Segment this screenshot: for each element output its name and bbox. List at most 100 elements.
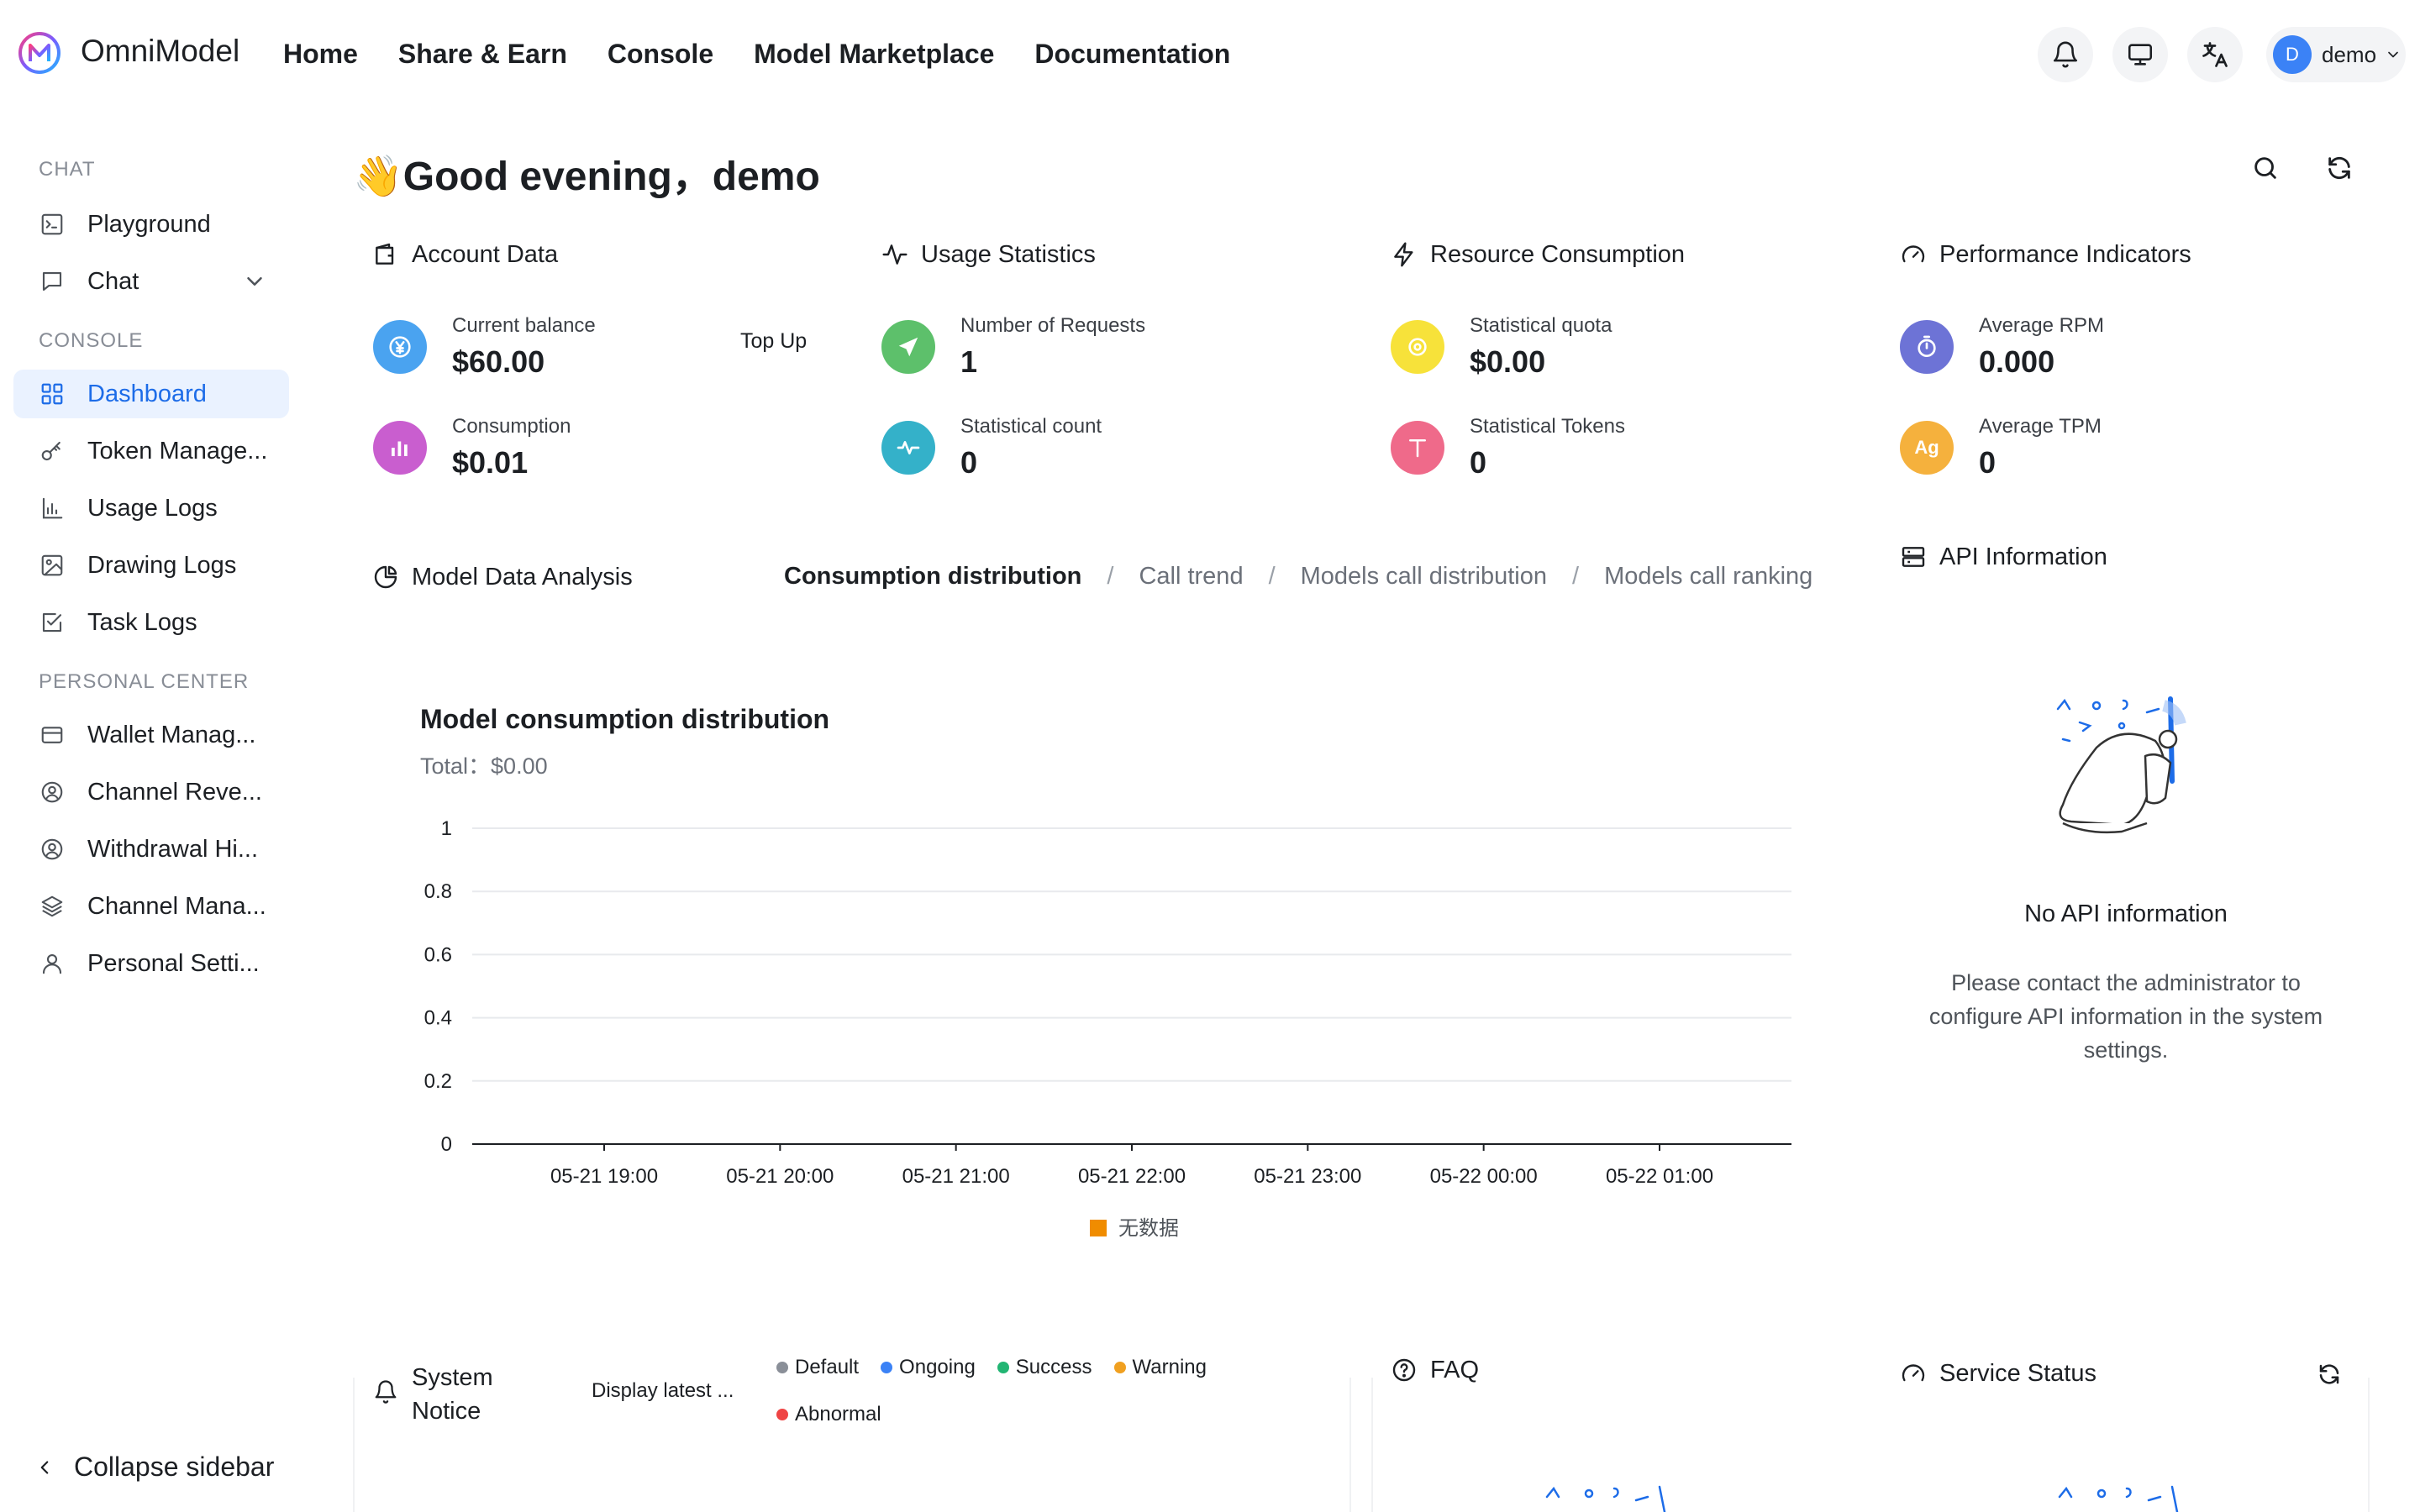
sidebar-item-playground[interactable]: Playground: [13, 200, 289, 249]
avatar: D: [2273, 35, 2312, 74]
card-title-text: Resource Consumption: [1430, 240, 1686, 268]
send-icon: [881, 320, 935, 374]
sidebar-item-label: Personal Setti...: [87, 949, 260, 977]
chart-total: Total：$0.00: [420, 753, 548, 779]
sidebar-item-drawing-logs[interactable]: Drawing Logs: [13, 541, 289, 590]
average-tpm-stat: Ag Average TPM 0: [1900, 415, 2102, 480]
legend-warning: Warning: [1113, 1356, 1207, 1379]
search-button[interactable]: [2245, 148, 2286, 188]
translate-icon: [2202, 42, 2228, 67]
page-title: 👋Good evening，demo: [353, 155, 820, 199]
user-menu[interactable]: D demo: [2266, 27, 2406, 82]
nav-model-marketplace[interactable]: Model Marketplace: [754, 39, 995, 69]
legend-swatch: [1090, 1220, 1107, 1236]
sidebar-item-personal-settings[interactable]: Personal Setti...: [13, 939, 289, 988]
chart-title: Model consumption distribution: [420, 704, 830, 734]
tab-models-call-ranking[interactable]: Models call ranking: [1604, 563, 1813, 590]
empty-state-illustration: [2056, 696, 2186, 834]
chevron-down-icon[interactable]: [242, 269, 267, 294]
service-status-title: Service Status: [1899, 1359, 2096, 1388]
y-tick-label: 0.4: [424, 1007, 452, 1030]
statistical-count-stat: Statistical count 0: [881, 415, 1102, 480]
notifications-button[interactable]: [2038, 27, 2093, 82]
credit-card-icon: [39, 722, 66, 748]
card-title-text: Account Data: [412, 240, 559, 268]
system-notice-title: System Notice: [371, 1361, 493, 1428]
legend-abnormal: Abnormal: [776, 1403, 881, 1426]
stat-value: $0.01: [452, 445, 529, 480]
legend-default: Default: [776, 1356, 859, 1379]
sidebar-item-chat[interactable]: Chat: [13, 257, 289, 306]
stopwatch-icon: [1900, 320, 1954, 374]
panel-border: [1371, 1378, 1373, 1512]
faq-title: FAQ: [1390, 1356, 1479, 1384]
sidebar-item-channel-management[interactable]: Channel Mana...: [13, 882, 289, 931]
model-data-analysis-title: Model Data Analysis: [371, 563, 633, 591]
chevron-left-icon: [40, 1460, 49, 1474]
sidebar-item-label: Chat: [87, 267, 139, 295]
nav-home[interactable]: Home: [283, 39, 358, 69]
bell-icon: [371, 1378, 400, 1406]
brand-name[interactable]: OmniModel: [81, 34, 240, 68]
tab-separator: /: [1107, 563, 1114, 590]
legend-ongoing: Ongoing: [881, 1356, 976, 1379]
terminal-icon: [39, 211, 66, 238]
empty-state-title: No API information: [2024, 900, 2228, 927]
ag-badge-icon: Ag: [1900, 421, 1954, 475]
stat-label: Current balance: [452, 314, 596, 337]
requests-stat: Number of Requests 1: [881, 314, 1145, 380]
sidebar-item-channel-revenue[interactable]: Channel Reve...: [13, 768, 289, 816]
nav-console[interactable]: Console: [607, 39, 714, 69]
bell-icon: [2053, 41, 2078, 68]
sidebar-item-token-management[interactable]: Token Manage...: [13, 427, 289, 475]
checkbox-icon: [39, 609, 66, 636]
x-tick-label: 05-21 19:00: [550, 1165, 658, 1188]
card-title-text: Service Status: [1939, 1359, 2096, 1387]
sidebar-item-label: Task Logs: [87, 608, 197, 636]
sidebar-item-wallet[interactable]: Wallet Manag...: [13, 711, 289, 759]
sidebar-item-withdrawal-history[interactable]: Withdrawal Hi...: [13, 825, 289, 874]
empty-state-description: Please contact the administrator to conf…: [1928, 970, 2323, 1063]
tab-models-call-distribution[interactable]: Models call distribution: [1300, 563, 1547, 590]
stat-value: 0: [960, 445, 978, 480]
legend-success: Success: [997, 1356, 1092, 1379]
section-console-heading: CONSOLE: [39, 329, 144, 352]
top-up-button[interactable]: Top Up: [740, 329, 808, 353]
service-refresh-button[interactable]: [2309, 1354, 2349, 1394]
resource-consumption-title: Resource Consumption: [1390, 240, 1685, 269]
language-button[interactable]: [2187, 27, 2243, 82]
gauge-icon: [1899, 1359, 1928, 1388]
lightning-icon: [1390, 240, 1418, 269]
key-icon: [39, 438, 66, 465]
nav-documentation[interactable]: Documentation: [1034, 39, 1231, 69]
card-title-text: Notice: [412, 1398, 481, 1425]
current-balance-stat: Current balance $60.00: [373, 314, 596, 380]
refresh-icon: [2328, 156, 2350, 180]
omnimodel-logo[interactable]: [17, 30, 62, 76]
performance-indicators-title: Performance Indicators: [1899, 240, 2191, 269]
tab-call-trend[interactable]: Call trend: [1139, 563, 1244, 590]
y-tick-label: 0.6: [424, 943, 452, 966]
theme-button[interactable]: [2112, 27, 2168, 82]
sidebar-item-label: Dashboard: [87, 380, 207, 407]
nav-share-earn[interactable]: Share & Earn: [397, 39, 567, 69]
display-latest-dropdown[interactable]: Display latest ...: [592, 1379, 734, 1402]
card-title-text: Model Data Analysis: [412, 563, 633, 591]
x-tick-label: 05-21 20:00: [726, 1165, 834, 1188]
tab-consumption-distribution[interactable]: Consumption distribution: [784, 563, 1082, 590]
user-circle-icon: [39, 836, 66, 863]
tab-separator: /: [1268, 563, 1276, 590]
panel-border: [2368, 1378, 2370, 1512]
sidebar-item-task-logs[interactable]: Task Logs: [13, 598, 289, 647]
activity-icon: [881, 240, 909, 269]
stat-value: $60.00: [452, 344, 545, 379]
sidebar: CHAT Playground Chat CONSOLE Dashboard T…: [0, 108, 302, 1512]
refresh-button[interactable]: [2319, 148, 2360, 188]
consumption-chart: 0 0.2 0.4 0.6 0.8 1 05-21 19:00 05-21 20:00 05-2…: [424, 817, 1791, 1240]
analysis-tabs: Consumption distribution / Call trend / …: [784, 563, 1812, 591]
card-title-text: API Information: [1939, 543, 2107, 570]
sidebar-item-usage-logs[interactable]: Usage Logs: [13, 484, 289, 533]
collapse-sidebar-button[interactable]: Collapse sidebar: [34, 1452, 274, 1483]
dashboard-grid-icon: [39, 381, 66, 407]
sidebar-item-dashboard[interactable]: Dashboard: [13, 370, 289, 418]
